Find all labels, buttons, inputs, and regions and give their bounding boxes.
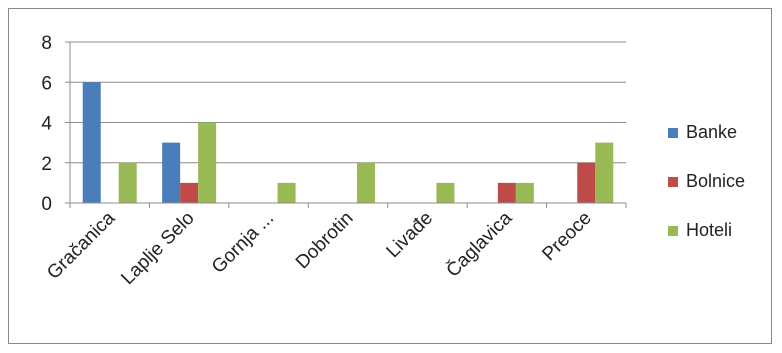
- y-tick-label: 2: [41, 154, 52, 175]
- gridlines: [70, 41, 626, 164]
- y-tick-label: 0: [41, 194, 52, 215]
- legend-label-bolnice: Bolnice: [686, 171, 745, 191]
- bar-hoteli-6: [515, 182, 534, 203]
- x-tick-label: Livađe: [383, 208, 437, 262]
- x-tick-label: Čaglavica: [442, 207, 517, 282]
- bar-bolnice-6: [497, 182, 516, 203]
- bar-bolnice-2: [180, 182, 199, 203]
- x-tick-label: Laplje Selo: [117, 208, 198, 289]
- y-tick-labels: 0 2 4 6 8: [41, 33, 52, 215]
- bar-banke-1: [82, 82, 101, 203]
- x-tick-label: Gračanica: [43, 207, 119, 283]
- y-tick-label: 6: [41, 73, 52, 94]
- legend-label-banke: Banke: [686, 122, 737, 142]
- bar-banke-2: [162, 142, 181, 203]
- bar-hoteli-3: [277, 182, 296, 203]
- bar-hoteli-5: [436, 182, 455, 203]
- bar-hoteli-2: [198, 122, 217, 203]
- legend-label-hoteli: Hoteli: [686, 220, 732, 240]
- y-tick-label: 4: [41, 114, 52, 135]
- axes: [65, 41, 627, 208]
- bar-hoteli-4: [357, 162, 375, 203]
- bar-hoteli-1: [118, 162, 137, 203]
- legend: Banke Bolnice Hoteli: [668, 122, 745, 240]
- legend-swatch-hoteli: [668, 226, 678, 236]
- y-tick-label: 8: [41, 33, 52, 54]
- bar-hoteli-7: [595, 142, 614, 203]
- x-tick-label: Preoce: [538, 208, 595, 265]
- bar-bolnice-7: [577, 162, 596, 203]
- x-tick-label: Dobrotin: [292, 208, 358, 274]
- x-tick-label: Gornja ...: [208, 208, 278, 278]
- legend-swatch-bolnice: [668, 177, 678, 187]
- legend-swatch-banke: [668, 128, 678, 138]
- bars: [82, 82, 614, 203]
